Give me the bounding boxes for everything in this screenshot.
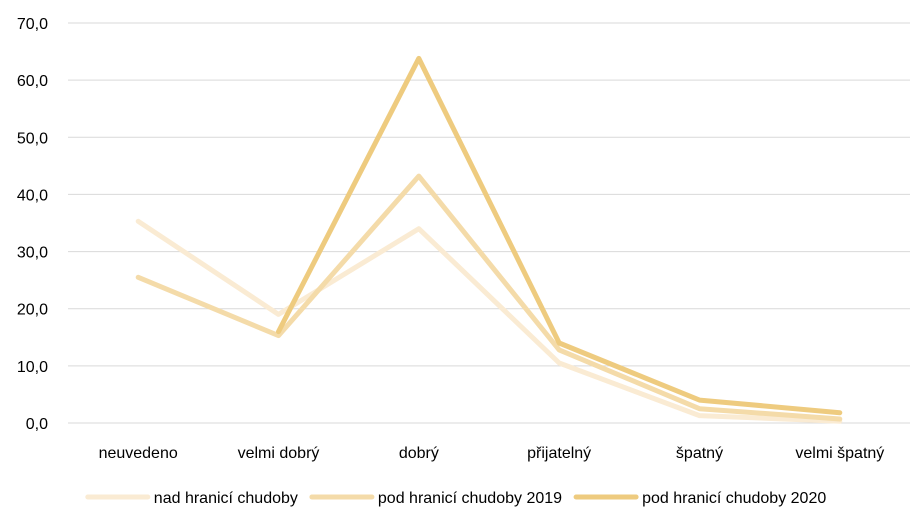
legend-item: nad hranicí chudoby: [85, 490, 298, 507]
x-category-label: dobrý: [399, 445, 439, 462]
legend-label: pod hranicí chudoby 2020: [642, 490, 826, 507]
series-line-1: [135, 218, 843, 424]
legend: nad hranicí chudoby pod hranicí chudoby 2…: [85, 490, 826, 507]
y-tick-label: 20,0: [17, 302, 48, 319]
y-tick-label: 70,0: [17, 16, 48, 33]
y-tick-label: 60,0: [17, 73, 48, 90]
legend-label: pod hranicí chudoby 2019: [378, 490, 562, 507]
y-tick-label: 10,0: [17, 359, 48, 376]
x-category-label: velmi dobrý: [238, 445, 320, 462]
gridlines: [68, 22, 910, 424]
legend-item: pod hranicí chudoby 2019: [309, 490, 562, 507]
y-tick-label: 0,0: [26, 416, 48, 433]
y-tick-label: 40,0: [17, 187, 48, 204]
series-line-3: [276, 55, 843, 416]
x-axis-category-labels: neuvedeno velmi dobrý dobrý přijatelný špatn…: [99, 445, 885, 462]
y-tick-label: 30,0: [17, 245, 48, 262]
x-category-label: velmi špatný: [795, 445, 884, 462]
x-category-label: špatný: [676, 445, 723, 462]
series-line-2: [135, 173, 843, 422]
x-category-label: přijatelný: [527, 445, 591, 462]
series-lines: [135, 55, 843, 424]
legend-item: pod hranicí chudoby 2020: [573, 490, 826, 507]
y-tick-label: 50,0: [17, 130, 48, 147]
legend-label: nad hranicí chudoby: [154, 490, 298, 507]
x-category-label: neuvedeno: [99, 445, 178, 462]
y-axis-tick-labels: 0,0 10,0 20,0 30,0 40,0 50,0 60,0 70,0: [17, 16, 48, 433]
